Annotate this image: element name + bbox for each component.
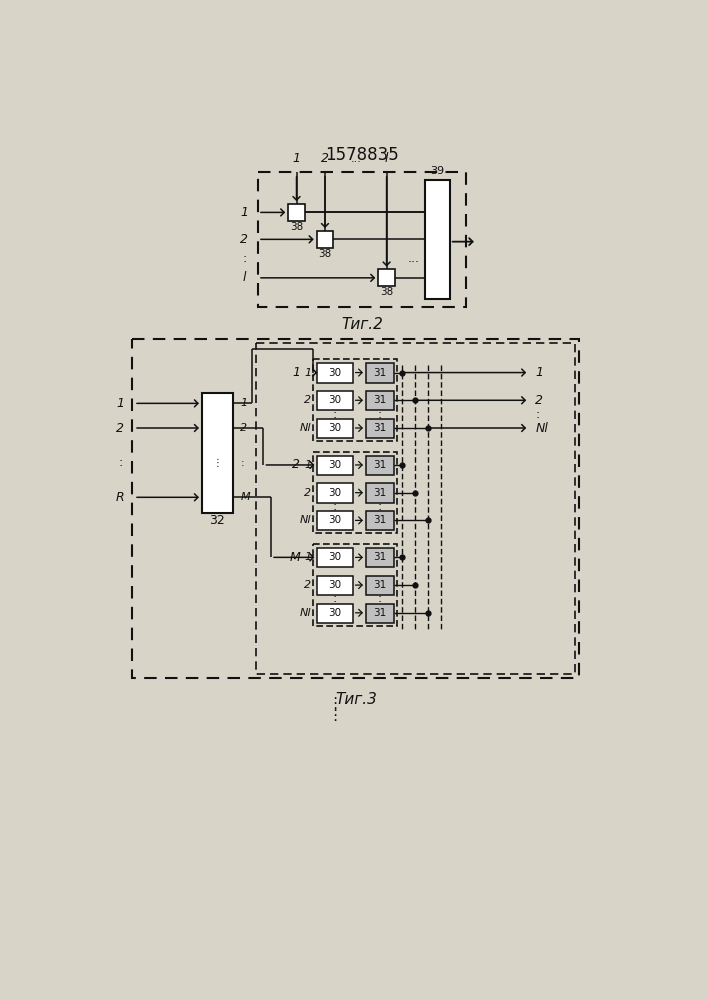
Bar <box>256 343 575 674</box>
Text: M: M <box>240 492 250 502</box>
Text: :: : <box>378 592 382 605</box>
Text: ...: ... <box>351 153 361 163</box>
Bar <box>313 359 397 441</box>
Text: 31: 31 <box>373 488 386 498</box>
Text: 2: 2 <box>304 488 311 498</box>
Text: 31: 31 <box>373 608 386 618</box>
Bar <box>317 231 334 248</box>
Text: ⋮: ⋮ <box>327 708 343 723</box>
Text: 30: 30 <box>329 515 341 525</box>
Text: :: : <box>333 500 337 513</box>
Text: 1: 1 <box>304 552 311 562</box>
Text: 1: 1 <box>304 368 311 378</box>
Text: :: : <box>378 408 382 421</box>
Bar <box>366 511 394 530</box>
Text: 30: 30 <box>329 552 341 562</box>
Text: Τиг.2: Τиг.2 <box>341 317 383 332</box>
Text: 38: 38 <box>380 287 393 297</box>
Text: 30: 30 <box>329 423 341 433</box>
Text: 38: 38 <box>318 249 332 259</box>
Bar <box>378 269 395 286</box>
Text: Nl: Nl <box>535 422 548 434</box>
Text: R: R <box>116 491 124 504</box>
Bar <box>317 548 353 567</box>
Bar <box>317 363 353 383</box>
Text: 39: 39 <box>431 166 445 176</box>
Bar <box>317 456 353 475</box>
Bar <box>317 604 353 623</box>
Text: :: : <box>240 458 244 468</box>
Text: 30: 30 <box>329 580 341 590</box>
Bar <box>366 576 394 595</box>
Text: :: : <box>333 408 337 421</box>
Text: Τиг.3: Τиг.3 <box>335 692 377 707</box>
Text: :: : <box>242 252 246 265</box>
Text: 30: 30 <box>329 460 341 470</box>
Text: 2: 2 <box>304 395 311 405</box>
Text: l: l <box>243 271 246 284</box>
Text: 30: 30 <box>329 368 341 378</box>
Text: 2: 2 <box>321 152 329 165</box>
Bar <box>313 452 397 533</box>
Text: 30: 30 <box>329 488 341 498</box>
Text: 31: 31 <box>373 460 386 470</box>
Text: ⋮: ⋮ <box>212 458 222 468</box>
Text: :: : <box>333 592 337 605</box>
Bar <box>258 172 466 307</box>
Text: Nl: Nl <box>300 608 311 618</box>
Text: 32: 32 <box>209 514 225 527</box>
Text: :: : <box>535 408 539 421</box>
Text: 2: 2 <box>116 422 124 434</box>
Text: Nl: Nl <box>300 515 311 525</box>
Text: :: : <box>118 456 122 469</box>
Text: 31: 31 <box>373 395 386 405</box>
Bar <box>366 604 394 623</box>
Text: 31: 31 <box>373 552 386 562</box>
Text: 31: 31 <box>373 368 386 378</box>
Text: 2: 2 <box>240 423 247 433</box>
Text: 2: 2 <box>535 394 543 407</box>
Text: 38: 38 <box>290 222 303 232</box>
Text: 31: 31 <box>373 515 386 525</box>
Text: ⋮: ⋮ <box>327 696 343 711</box>
Bar <box>366 391 394 410</box>
Bar <box>366 363 394 383</box>
Text: 30: 30 <box>329 608 341 618</box>
Text: 2: 2 <box>240 233 248 246</box>
Text: M: M <box>290 551 300 564</box>
Text: 2: 2 <box>293 458 300 471</box>
Bar <box>317 511 353 530</box>
Text: 1: 1 <box>293 366 300 379</box>
Text: 1: 1 <box>240 398 247 408</box>
Text: 1: 1 <box>304 460 311 470</box>
Text: 31: 31 <box>373 423 386 433</box>
Text: 1: 1 <box>535 366 543 379</box>
Text: :: : <box>378 500 382 513</box>
Bar <box>313 544 397 626</box>
Text: ...: ... <box>407 252 419 265</box>
Text: 2: 2 <box>304 580 311 590</box>
Text: 30: 30 <box>329 395 341 405</box>
Bar <box>317 576 353 595</box>
Text: 1: 1 <box>240 206 248 219</box>
Bar <box>366 483 394 503</box>
Bar <box>425 180 450 299</box>
Text: 1: 1 <box>293 152 300 165</box>
Bar <box>317 483 353 503</box>
Text: l: l <box>385 152 388 165</box>
Bar <box>317 419 353 438</box>
Bar <box>288 204 305 221</box>
Bar <box>317 391 353 410</box>
Bar <box>366 419 394 438</box>
Text: 1: 1 <box>116 397 124 410</box>
Text: 31: 31 <box>373 580 386 590</box>
Text: Nl: Nl <box>300 423 311 433</box>
Bar <box>366 456 394 475</box>
Bar <box>132 339 579 678</box>
Bar <box>201 393 233 513</box>
Text: 1578835: 1578835 <box>325 146 399 164</box>
Bar <box>366 548 394 567</box>
